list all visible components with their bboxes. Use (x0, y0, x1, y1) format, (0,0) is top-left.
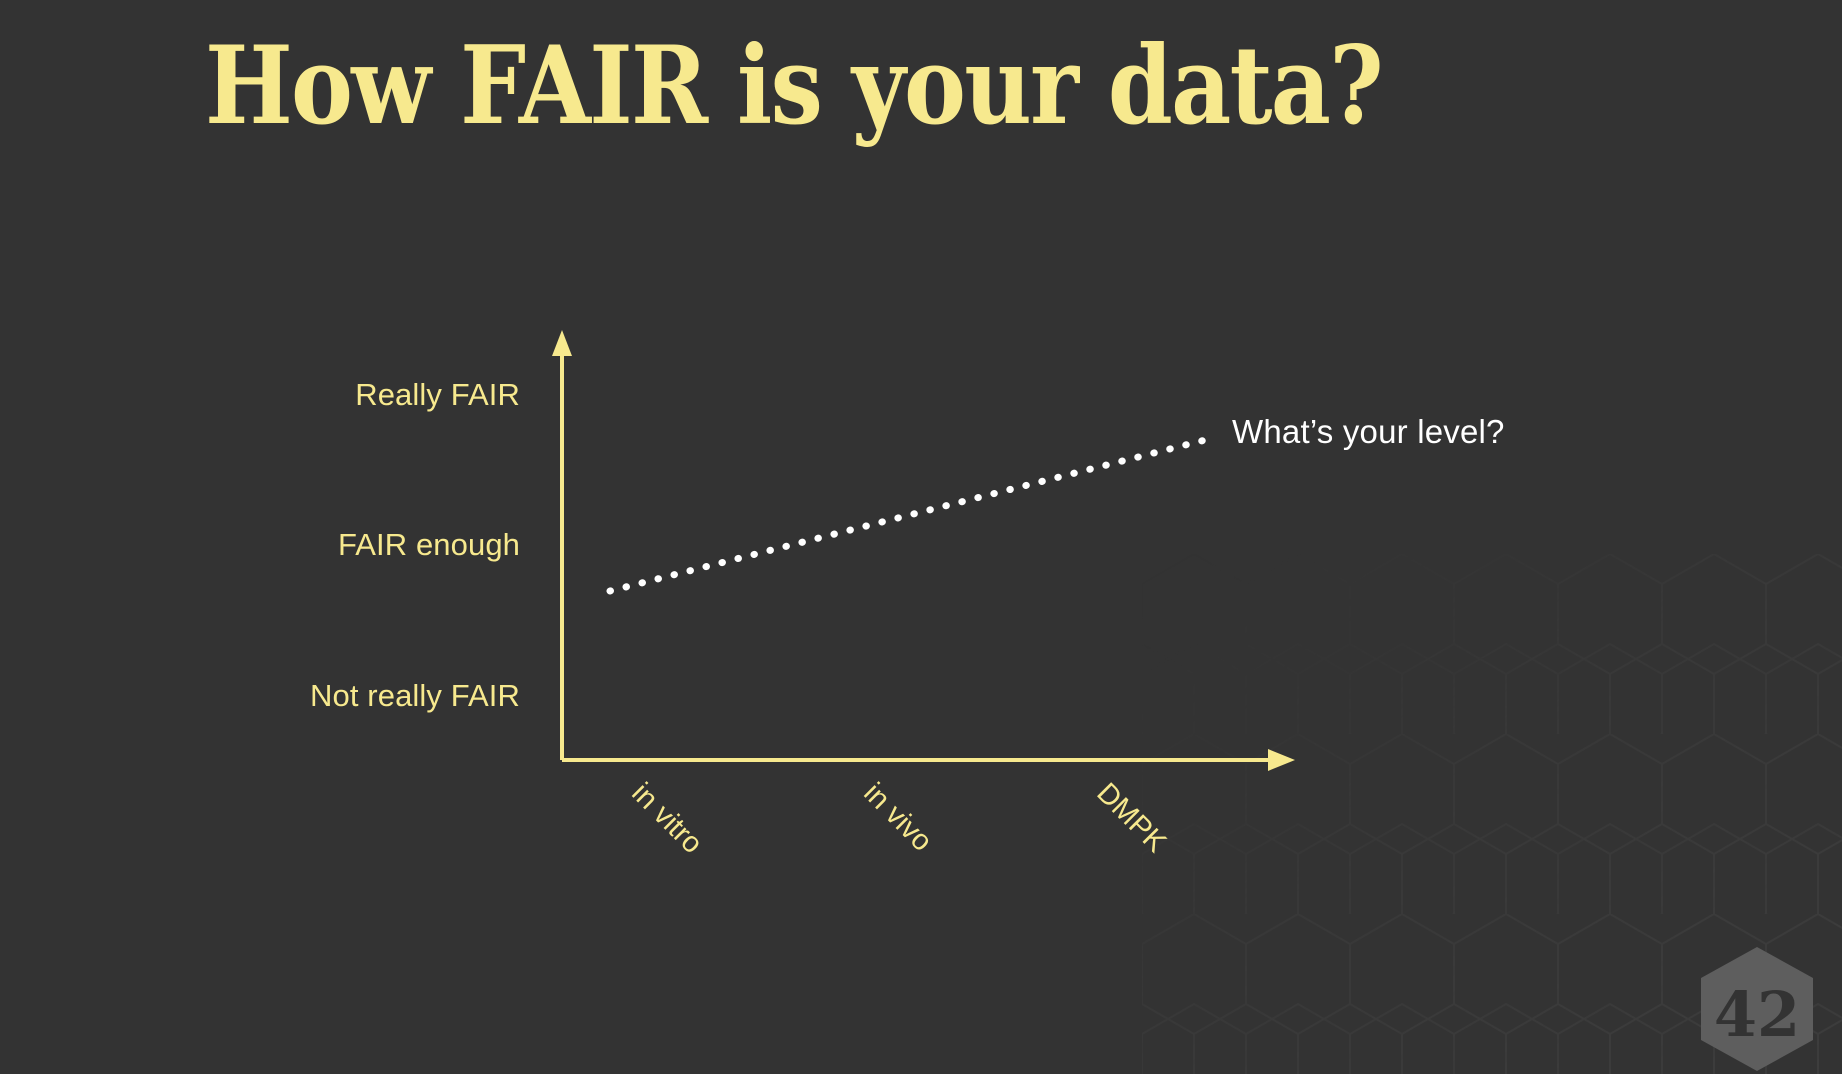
y-axis-arrowhead (552, 330, 572, 356)
y-axis-label-really-fair: Really FAIR (355, 377, 520, 412)
chart-annotation: What’s your level? (1232, 413, 1505, 450)
page-title: How FAIR is your data? (205, 23, 1384, 149)
logo-42: 42 (1701, 947, 1813, 1071)
trend-line (606, 434, 1217, 595)
logo-42-text: 42 (1714, 978, 1800, 1051)
y-axis-label-not-really-fair: Not really FAIR (310, 678, 520, 713)
x-axis-arrowhead (1268, 749, 1295, 771)
hexagon-icon (1701, 947, 1813, 1071)
y-axis-label-fair-enough: FAIR enough (337, 527, 520, 562)
